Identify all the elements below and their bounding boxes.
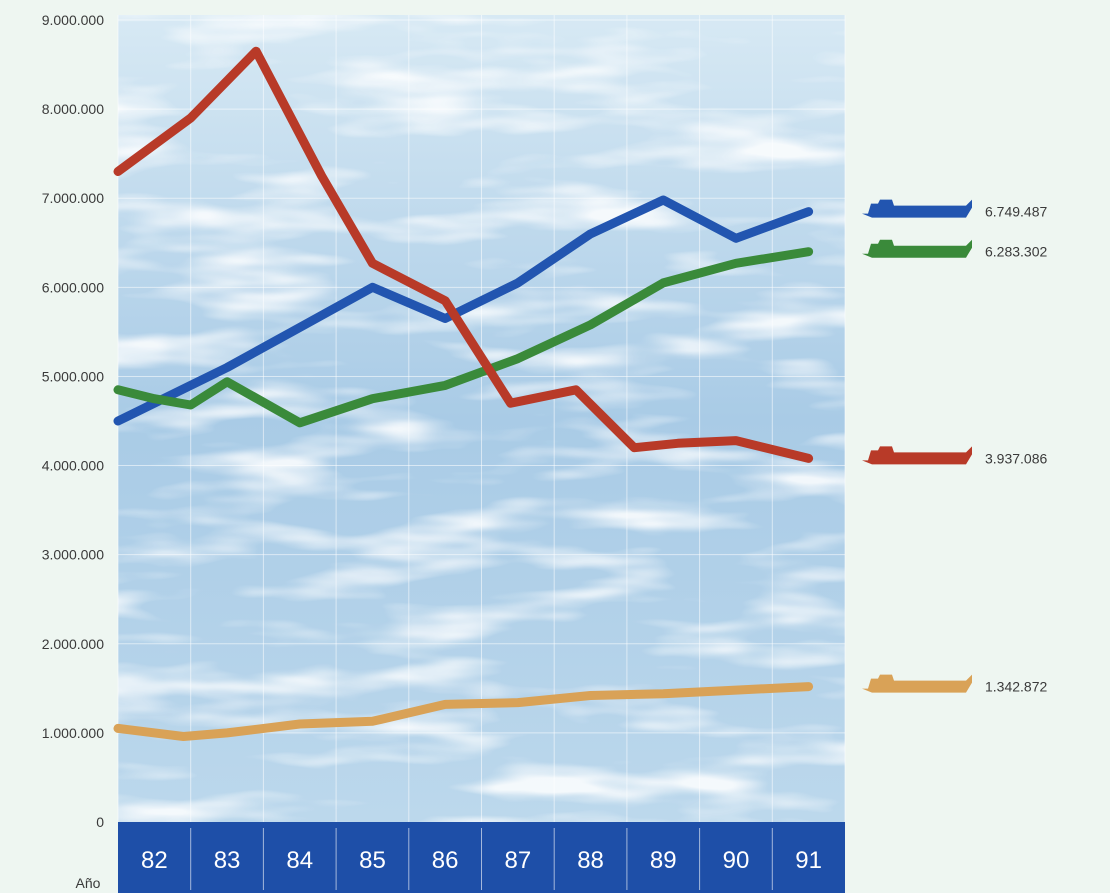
x-axis-ticks: 82 83 84 85 86 87 88 89 90 91	[141, 828, 822, 890]
y-tick-label: 8.000.000	[42, 101, 104, 117]
x-tick-label: 88	[577, 847, 604, 874]
x-tick-label: 82	[141, 847, 168, 874]
y-tick-label: 7.000.000	[42, 190, 104, 206]
y-tick-label: 3.000.000	[42, 547, 104, 563]
y-axis-ticks: 0 1.000.000 2.000.000 3.000.000 4.000.000 5.0…	[42, 12, 105, 830]
series-line-4	[113, 682, 814, 741]
legend-value: 6.749.487	[985, 204, 1047, 220]
y-tick-label: 9.000.000	[42, 12, 104, 28]
legend-value: 6.283.302	[985, 244, 1047, 260]
ship-icon	[862, 446, 972, 465]
legend-value: 1.342.872	[985, 679, 1047, 695]
x-axis-label: Año	[76, 875, 101, 891]
x-tick-label: 83	[214, 847, 241, 874]
legend-value: 3.937.086	[985, 450, 1047, 466]
x-tick-label: 90	[723, 847, 750, 874]
y-tick-label: 0	[96, 814, 104, 830]
x-tick-label: 89	[650, 847, 677, 874]
series-line-2	[113, 247, 814, 428]
ship-icon	[862, 674, 972, 693]
y-tick-label: 2.000.000	[42, 636, 104, 652]
ship-icon	[862, 239, 972, 258]
series-line-1	[113, 195, 814, 426]
grid-lines	[117, 15, 846, 822]
y-tick-label: 6.000.000	[42, 279, 104, 295]
y-tick-label: 4.000.000	[42, 458, 104, 474]
x-tick-label: 85	[359, 847, 386, 874]
ship-icon	[862, 199, 972, 218]
series-lines	[113, 46, 814, 741]
x-tick-label: 91	[795, 847, 822, 874]
y-tick-label: 5.000.000	[42, 368, 104, 384]
y-tick-label: 1.000.000	[42, 725, 104, 741]
x-tick-label: 87	[504, 847, 531, 874]
legend: 6.749.487 6.283.302 3.937.086 1.342.872	[862, 199, 1047, 695]
x-tick-label: 86	[432, 847, 459, 874]
series-line-3	[113, 46, 814, 463]
x-tick-label: 84	[286, 847, 313, 874]
